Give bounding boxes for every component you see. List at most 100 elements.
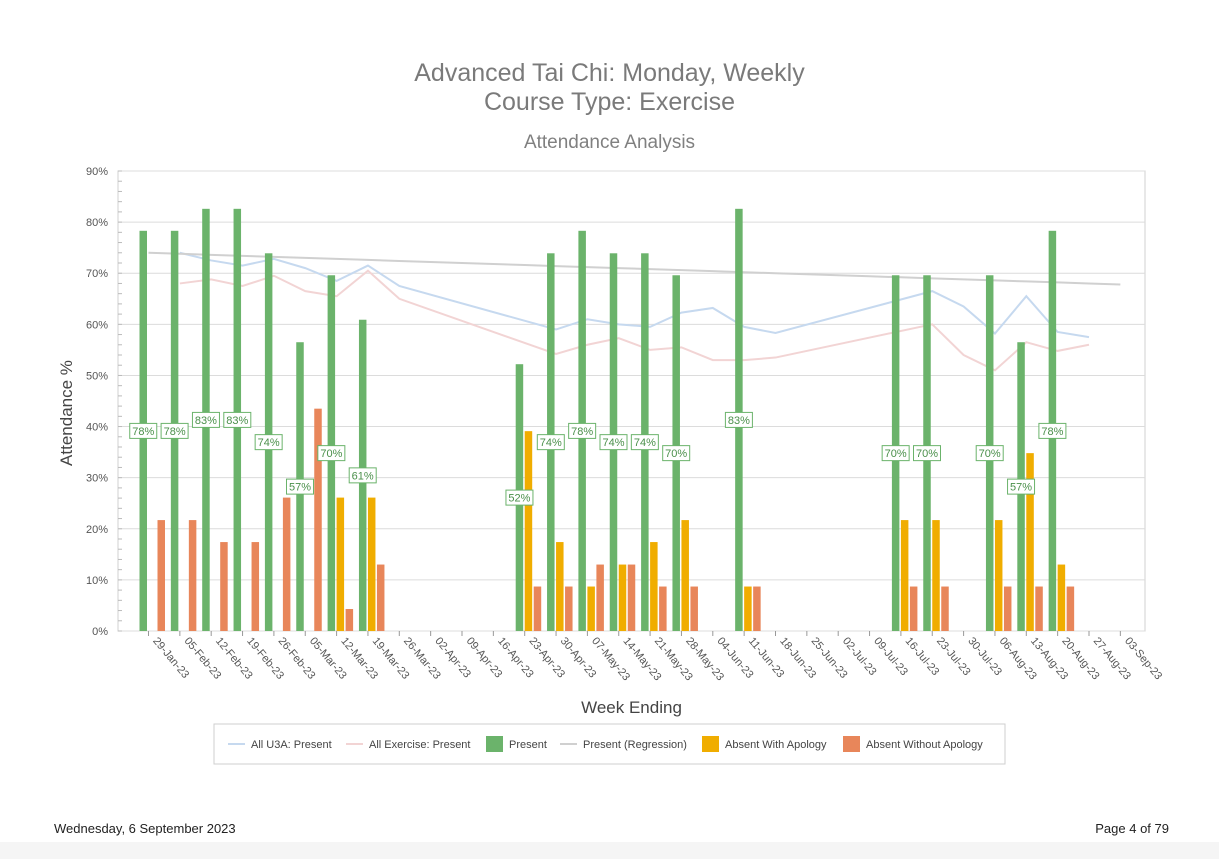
data-label-text: 57%	[289, 482, 311, 494]
data-label-text: 83%	[226, 415, 248, 427]
report-title: Advanced Tai Chi: Monday, Weekly	[414, 59, 805, 87]
data-label-box	[913, 445, 941, 462]
data-label-text: 78%	[571, 426, 593, 438]
y-tick-label: 80%	[86, 217, 108, 229]
absent-with-apology-bar	[587, 586, 595, 631]
data-label-text: 70%	[665, 448, 687, 460]
y-tick-label: 10%	[86, 575, 108, 587]
absent-without-apology-bar	[753, 586, 761, 631]
data-label-box	[191, 411, 220, 428]
legend-color-swatch	[486, 736, 503, 752]
data-label-box	[568, 422, 597, 439]
absent-without-apology-bar	[157, 520, 165, 631]
data-label-box	[254, 434, 283, 451]
legend-color-swatch	[702, 736, 719, 752]
legend-box	[213, 723, 1006, 765]
data-label-box	[975, 445, 1004, 462]
absent-with-apology-bar	[336, 497, 345, 631]
chart-title: Attendance Analysis	[523, 132, 696, 153]
data-label-text: 74%	[258, 437, 280, 449]
absent-with-apology-bar	[1057, 564, 1066, 631]
legend-item: Present	[486, 736, 547, 752]
data-label-text: 83%	[728, 415, 750, 427]
data-label-box	[160, 422, 189, 439]
data-label-box	[599, 434, 628, 451]
footer-date: Wednesday, 6 September 2023	[54, 821, 236, 836]
present-data-label: 78%	[129, 422, 158, 439]
absent-without-apology-bar	[314, 408, 322, 631]
absent-without-apology-bar	[220, 542, 228, 631]
present-data-label: 83%	[724, 411, 753, 428]
present-data-label: 61%	[348, 467, 377, 484]
absent-without-apology-bar	[909, 586, 918, 631]
data-label-box	[348, 467, 377, 484]
absent-without-apology-bar	[533, 586, 542, 631]
attendance-chart: 0%10%20%30%40%50%60%70%80%90%29-Jan-2305…	[57, 166, 1164, 765]
absent-with-apology-bar	[650, 542, 658, 631]
y-tick-label: 30%	[86, 473, 108, 485]
y-tick-label: 70%	[86, 268, 108, 280]
absent-without-apology-bar	[188, 520, 197, 631]
absent-without-apology-bar	[1066, 586, 1075, 631]
footer-page-number: Page 4 of 79	[1095, 821, 1169, 836]
present-data-label: 78%	[568, 422, 597, 439]
y-axis-title: Attendance %	[57, 360, 76, 466]
data-label-box	[881, 445, 910, 462]
present-data-label: 78%	[160, 422, 189, 439]
legend-label: Present (Regression)	[583, 739, 687, 751]
present-data-label: 74%	[536, 434, 565, 451]
legend-label: Present	[509, 739, 547, 751]
data-label-text: 74%	[540, 437, 562, 449]
present-data-label: 83%	[191, 411, 220, 428]
absent-with-apology-bar	[524, 431, 533, 631]
y-tick-label: 40%	[86, 422, 108, 434]
course-type-title: Course Type: Exercise	[483, 88, 736, 116]
data-label-box	[223, 411, 252, 428]
data-label-box	[536, 434, 565, 451]
present-data-label: 70%	[913, 445, 941, 462]
data-label-text: 70%	[885, 448, 907, 460]
data-label-box	[129, 422, 158, 439]
page-bottom-strip	[0, 842, 1219, 859]
data-label-text: 74%	[634, 437, 656, 449]
data-label-text: 74%	[602, 437, 624, 449]
absent-with-apology-bar	[618, 564, 627, 631]
absent-with-apology-bar	[900, 520, 909, 631]
data-label-text: 78%	[164, 426, 186, 438]
absent-without-apology-bar	[1003, 586, 1012, 631]
legend-item: Present (Regression)	[560, 739, 687, 751]
absent-without-apology-bar	[345, 609, 354, 631]
absent-without-apology-bar	[282, 497, 291, 631]
data-label-text: 70%	[979, 448, 1001, 460]
data-label-text: 83%	[195, 415, 217, 427]
present-data-label: 52%	[505, 489, 534, 506]
data-label-text: 78%	[1041, 426, 1063, 438]
present-data-label: 83%	[223, 411, 252, 428]
present-data-label: 74%	[599, 434, 628, 451]
legend-label: All U3A: Present	[251, 739, 332, 751]
data-label-box	[286, 478, 314, 495]
absent-without-apology-bar	[627, 564, 636, 631]
data-label-box	[630, 434, 659, 451]
absent-without-apology-bar	[376, 564, 385, 631]
legend-color-swatch	[843, 736, 860, 752]
legend-label: All Exercise: Present	[369, 739, 470, 751]
absent-without-apology-bar	[941, 586, 949, 631]
data-label-text: 52%	[508, 493, 530, 505]
present-data-label: 70%	[317, 445, 346, 462]
series-line-present-regression	[148, 251, 1121, 286]
legend-label: Absent With Apology	[725, 739, 827, 751]
absent-with-apology-bar	[681, 520, 689, 631]
data-label-text: 70%	[320, 448, 342, 460]
y-tick-label: 50%	[86, 370, 108, 382]
absent-with-apology-bar	[1026, 453, 1034, 631]
absent-with-apology-bar	[556, 542, 564, 631]
data-label-box	[1038, 422, 1067, 439]
y-tick-label: 60%	[86, 319, 108, 331]
absent-without-apology-bar	[565, 586, 573, 631]
absent-without-apology-bar	[659, 586, 667, 631]
present-data-label: 57%	[1007, 478, 1036, 495]
data-label-text: 70%	[916, 448, 938, 460]
data-label-box	[1007, 478, 1036, 495]
legend-item: Absent Without Apology	[843, 736, 983, 752]
